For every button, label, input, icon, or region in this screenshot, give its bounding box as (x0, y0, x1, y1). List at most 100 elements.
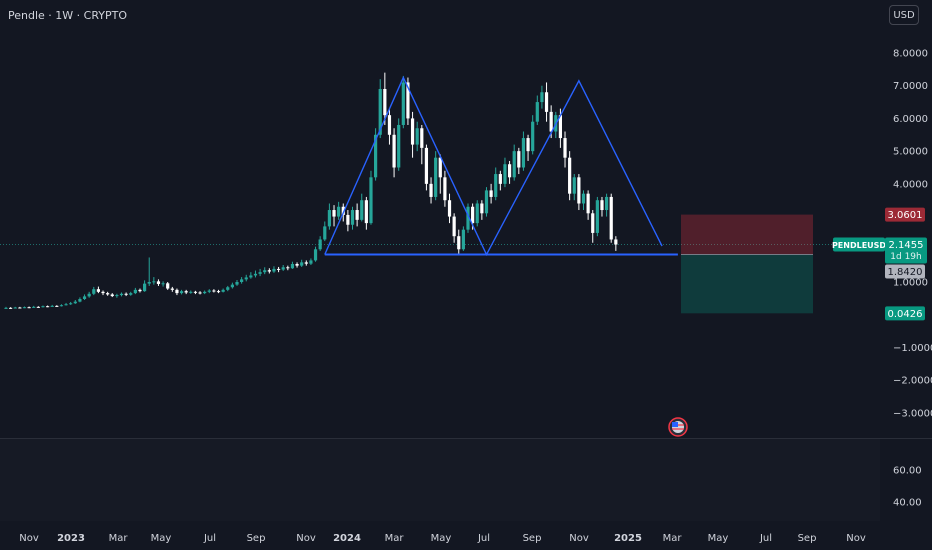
candle (50, 305, 54, 307)
candle (226, 287, 230, 290)
y-tick-label: 8.0000 (893, 49, 928, 60)
symbol-tag: PENDLEUSD (832, 237, 886, 252)
candle (586, 193, 590, 214)
candle (383, 88, 387, 116)
candle (290, 264, 295, 269)
stop-price-label: 3.0601 (888, 210, 923, 221)
candle (115, 295, 119, 297)
candle (92, 289, 96, 294)
currency-button[interactable]: USD (889, 5, 919, 25)
candle (129, 293, 133, 295)
candle (558, 115, 562, 139)
volume-tick-label: 60.00 (893, 466, 922, 477)
candle (429, 183, 433, 197)
candle (309, 260, 313, 264)
x-tick-label: Sep (247, 533, 266, 544)
x-tick-label: Jul (759, 533, 772, 544)
candle (364, 200, 368, 224)
candle (138, 289, 142, 292)
candle (161, 283, 165, 285)
candle (175, 289, 179, 294)
x-tick-label: Jul (203, 533, 216, 544)
candle (447, 200, 452, 217)
candle (572, 177, 576, 194)
candle (369, 177, 373, 224)
x-tick-label: Mar (109, 533, 129, 544)
candle (452, 216, 456, 237)
y-tick-label: 1.0000 (893, 278, 928, 289)
candle (387, 115, 392, 135)
candle (517, 151, 521, 168)
candle (323, 226, 327, 240)
candle (568, 157, 572, 194)
candle (397, 124, 401, 168)
candle (253, 273, 258, 276)
candle (337, 206, 341, 217)
candle (240, 279, 244, 282)
candle (18, 307, 22, 309)
candle (152, 281, 156, 283)
stop-price-tag: 3.0601 (885, 207, 925, 222)
x-tick-label: 2025 (614, 533, 642, 544)
y-tick-label: 5.0000 (893, 147, 928, 158)
candle (300, 262, 304, 266)
candle (110, 294, 114, 297)
candle (327, 210, 331, 227)
candle (263, 270, 267, 273)
y-tick-label: −2.0000 (893, 376, 932, 387)
y-tick-label: 4.0000 (893, 179, 928, 190)
candle (614, 239, 618, 245)
x-tick-label: Sep (523, 533, 542, 544)
candle (341, 206, 345, 215)
take-profit-zone[interactable] (681, 254, 813, 314)
volume-axis: 60.00 40.00 (893, 466, 922, 509)
target-price-tag: 0.0426 (885, 306, 925, 321)
candle (378, 88, 382, 135)
candle (78, 299, 82, 302)
candle (531, 121, 535, 152)
candle (106, 293, 110, 295)
candle (124, 293, 128, 295)
candle (415, 128, 419, 145)
us-flag-event-icon[interactable] (668, 417, 688, 437)
candle (346, 214, 350, 225)
volume-tick-label: 40.00 (893, 498, 922, 509)
candle (295, 264, 299, 266)
candle (193, 291, 198, 293)
candle (475, 203, 479, 224)
candle (424, 147, 429, 184)
candle (45, 306, 50, 308)
candle (480, 203, 484, 214)
candle (221, 289, 225, 292)
candle (4, 307, 8, 309)
candle (401, 82, 405, 125)
candle (350, 210, 355, 225)
candle (318, 239, 322, 250)
candle (216, 291, 221, 293)
volume-pane (0, 439, 880, 521)
candle (577, 177, 581, 204)
candle (489, 190, 493, 197)
candle (36, 306, 40, 308)
candle (212, 290, 216, 292)
candle (410, 118, 415, 145)
candle (471, 206, 475, 224)
candle (512, 151, 516, 178)
x-tick-label: Nov (569, 533, 589, 544)
candle (443, 177, 447, 201)
candle (600, 200, 604, 211)
candle (82, 296, 87, 300)
candle (406, 82, 410, 119)
candle (563, 138, 567, 158)
time-axis[interactable]: Nov 2023 Mar May Jul Sep Nov 2024 Mar May Jul Sep No… (19, 533, 866, 544)
symbol-label: PENDLEUSD (832, 241, 886, 250)
candle (133, 289, 137, 294)
candle (360, 200, 364, 220)
price-axis[interactable]: 8.0000 7.0000 6.0000 5.0000 4.0000 1.0000 −1.0… (893, 49, 932, 420)
stop-loss-zone[interactable] (681, 214, 813, 255)
candle (484, 190, 489, 214)
candle (609, 196, 613, 240)
candlestick-series (4, 72, 618, 309)
candle (503, 164, 507, 184)
